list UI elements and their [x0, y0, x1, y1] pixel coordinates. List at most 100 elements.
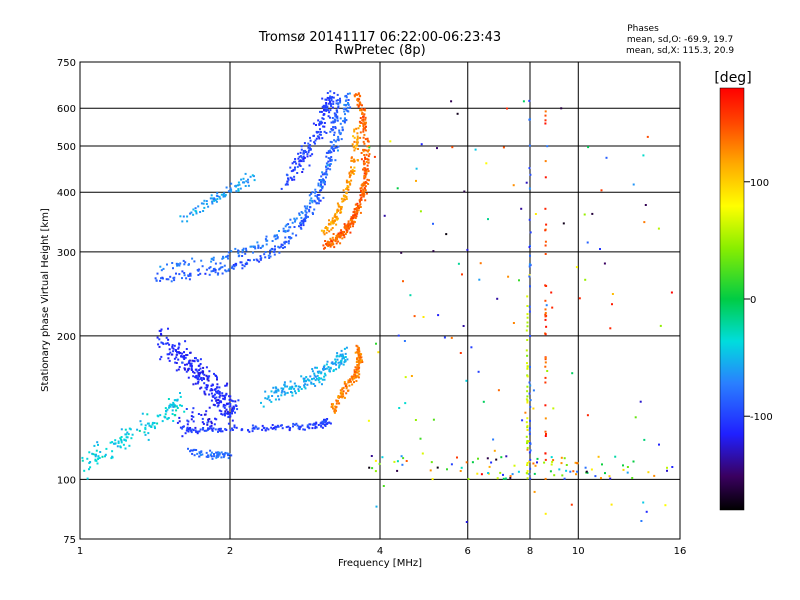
data-point — [225, 270, 228, 273]
data-point — [302, 168, 305, 171]
data-point — [201, 265, 204, 268]
data-point — [544, 430, 547, 433]
data-point — [322, 420, 325, 423]
data-point — [337, 105, 340, 108]
data-point — [218, 392, 221, 395]
colorbar-gradient — [720, 88, 744, 510]
data-point — [365, 149, 368, 152]
data-point — [599, 248, 601, 250]
data-point — [143, 431, 146, 434]
data-point — [222, 193, 225, 196]
data-point — [207, 454, 209, 457]
data-point — [413, 315, 416, 318]
data-point — [211, 428, 214, 431]
data-point — [327, 151, 329, 154]
data-point — [364, 156, 366, 159]
data-point — [225, 186, 228, 189]
data-point — [329, 237, 332, 240]
data-point — [81, 459, 84, 462]
data-point — [183, 355, 186, 357]
data-point — [295, 234, 298, 237]
data-point — [275, 425, 278, 428]
data-point — [354, 351, 357, 354]
data-point — [317, 371, 320, 374]
data-point — [324, 172, 327, 175]
data-point — [544, 356, 547, 359]
data-point — [337, 361, 340, 364]
data-point — [283, 241, 286, 244]
data-point — [345, 94, 348, 97]
data-point — [356, 212, 359, 215]
data-point — [313, 141, 316, 144]
data-point — [356, 348, 359, 351]
data-point — [192, 429, 195, 432]
data-point — [200, 450, 203, 453]
data-point — [432, 250, 435, 253]
data-point — [465, 521, 468, 523]
data-point — [338, 205, 341, 208]
data-point — [328, 99, 331, 101]
data-point — [451, 146, 454, 149]
data-point — [666, 469, 668, 472]
chart-title: Tromsø 20141117 06:22:00-06:23:43 — [258, 30, 501, 45]
data-point — [331, 117, 334, 119]
data-point — [336, 99, 339, 102]
data-point — [337, 139, 340, 142]
data-point — [341, 357, 344, 360]
data-point — [294, 423, 296, 426]
data-point — [371, 467, 374, 470]
data-point — [362, 162, 365, 165]
data-point — [544, 176, 547, 179]
data-point — [139, 420, 142, 423]
data-point — [217, 404, 220, 407]
data-point — [158, 338, 161, 341]
data-point — [329, 245, 332, 248]
data-point — [205, 455, 208, 458]
data-point — [269, 255, 272, 258]
data-point — [208, 427, 211, 430]
data-point — [324, 240, 327, 242]
data-point — [214, 262, 217, 265]
data-point — [421, 452, 424, 455]
data-point — [161, 276, 164, 279]
data-point — [332, 144, 335, 147]
data-point — [175, 262, 178, 265]
data-point — [583, 213, 586, 216]
data-point — [237, 399, 240, 402]
data-point — [362, 192, 365, 195]
data-point — [363, 142, 366, 145]
data-point — [359, 117, 362, 119]
data-point — [341, 126, 344, 129]
data-point — [357, 98, 359, 100]
data-point — [334, 409, 337, 412]
data-point — [509, 476, 512, 479]
data-point — [346, 92, 349, 95]
data-point — [333, 112, 336, 115]
data-point — [297, 427, 300, 430]
data-point — [160, 328, 163, 331]
data-point — [437, 314, 440, 317]
data-point — [321, 106, 324, 109]
data-point — [343, 117, 346, 120]
data-point — [270, 390, 273, 393]
data-point — [331, 129, 334, 132]
data-point — [290, 177, 293, 180]
data-point — [358, 355, 360, 358]
data-point — [332, 243, 335, 246]
data-point — [335, 368, 338, 371]
data-point — [328, 151, 331, 154]
data-point — [287, 240, 290, 243]
data-point — [545, 433, 547, 435]
data-point — [529, 405, 532, 408]
data-point — [128, 427, 131, 430]
data-point — [332, 362, 334, 365]
data-point — [225, 392, 228, 395]
data-point — [658, 443, 660, 446]
data-point — [357, 346, 360, 349]
data-point — [482, 400, 485, 403]
data-point — [322, 244, 325, 247]
data-point — [227, 412, 230, 415]
data-point — [626, 466, 629, 468]
data-point — [176, 398, 179, 401]
data-point — [202, 202, 205, 205]
